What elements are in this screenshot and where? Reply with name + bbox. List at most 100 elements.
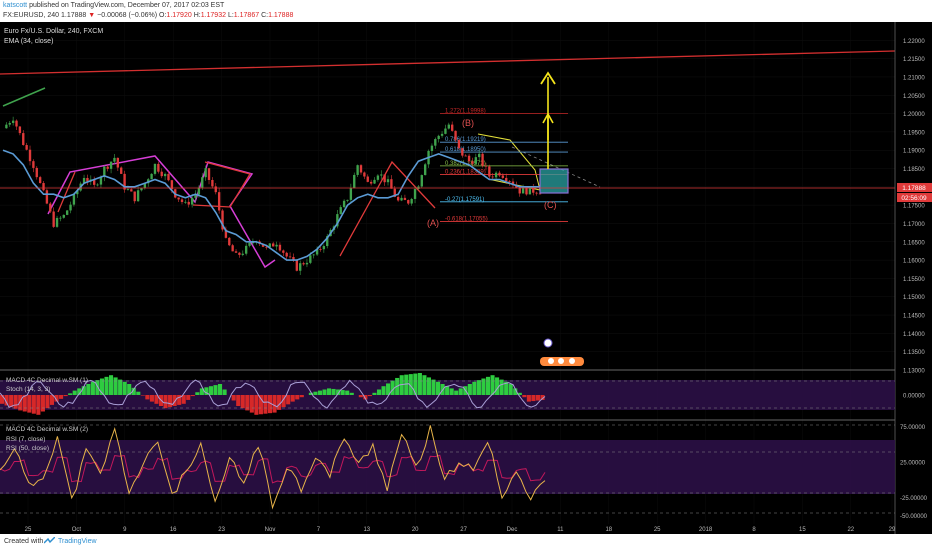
macd-bar <box>68 393 73 395</box>
candle-body <box>478 153 481 158</box>
time-tick-label: 7 <box>317 527 321 533</box>
time-tick-label: 22 <box>847 527 854 533</box>
macd-bar <box>340 390 345 395</box>
macd-bar <box>77 388 82 395</box>
countdown-badge-text: 02:56:09 <box>901 195 927 202</box>
macd-bar <box>0 395 5 404</box>
macd-bar <box>213 385 218 395</box>
candle-body <box>538 193 542 195</box>
time-tick-label: Dec <box>507 527 518 533</box>
red-zigzag-line[interactable] <box>339 160 436 257</box>
candle-body <box>214 186 217 193</box>
macd-bar <box>495 377 500 395</box>
macd-bar <box>72 390 77 395</box>
macd-bar <box>4 395 9 406</box>
green-trendline[interactable] <box>2 87 46 107</box>
last-price-badge <box>897 183 932 192</box>
chart-area[interactable]: 1.272(1.19998) 0.786(1.19219) 0.618(1.1895… <box>0 22 932 534</box>
candle-body <box>268 243 271 248</box>
candle-body <box>265 246 268 248</box>
footer: Created with TradingView <box>0 534 932 550</box>
candle-body <box>511 181 515 186</box>
countdown-badge <box>897 193 932 202</box>
candle-body <box>55 217 59 227</box>
close-label: C: <box>261 12 269 19</box>
target-zone-box[interactable] <box>539 168 569 194</box>
price-tick-label: 1.22000 <box>903 39 925 45</box>
red-left-line[interactable] <box>57 171 76 213</box>
macd-bar <box>426 377 432 395</box>
candle-body <box>221 210 224 230</box>
harmonic-pattern-lines[interactable] <box>47 155 276 269</box>
macd-bar <box>131 387 136 395</box>
macd-bar <box>531 395 536 402</box>
candle-body <box>471 161 474 164</box>
time-axis[interactable]: 25 Oct 9 16 23 Nov 7 13 20 27 Dec 11 18 25 2018 8 15 22 29 <box>25 527 896 533</box>
candle-body <box>410 198 413 204</box>
candle-body <box>376 175 380 180</box>
time-tick-label: 15 <box>799 527 806 533</box>
candle-body <box>190 197 194 205</box>
candle-body <box>356 165 359 175</box>
author-link[interactable]: katscott <box>3 2 28 9</box>
macd-bar <box>467 384 472 395</box>
candle-body <box>184 201 187 203</box>
candle-body <box>498 172 501 176</box>
rsi50-line <box>0 454 546 484</box>
candle-body <box>461 148 464 156</box>
macd-bar <box>22 395 27 412</box>
yellow-wedge[interactable] <box>477 133 541 191</box>
candle-body <box>228 237 231 246</box>
candle-body <box>248 242 251 246</box>
macd-bar <box>517 392 522 395</box>
time-tick-label: 8 <box>752 527 756 533</box>
macd-bar <box>336 389 341 395</box>
price-tick-label: 1.19500 <box>903 130 925 136</box>
chart-svg[interactable]: 1.272(1.19998) 0.786(1.19219) 0.618(1.1895… <box>0 22 932 534</box>
candle-body <box>353 174 356 189</box>
rsi7-line <box>0 425 546 510</box>
last-price: 1.17888 <box>60 12 87 19</box>
candle-body <box>82 177 86 184</box>
price-tick-label: 1.19000 <box>903 149 925 155</box>
candle-body <box>288 256 292 258</box>
macd-bar <box>149 395 154 402</box>
candle-body <box>15 120 18 127</box>
macd-bar <box>118 379 123 395</box>
candle-body <box>231 245 234 252</box>
fib-level-label: 1.272(1.19998) <box>445 109 486 115</box>
time-tick-label: 20 <box>412 527 419 533</box>
candle-body <box>42 183 45 191</box>
candle-body <box>261 243 265 247</box>
macd-bar <box>481 378 486 395</box>
candle-body <box>437 135 440 140</box>
tradingview-link[interactable]: TradingView <box>58 538 97 545</box>
candle-body <box>403 197 407 201</box>
rsi-tick-label: 75.00000 <box>900 425 926 431</box>
candle-body <box>28 149 32 162</box>
macd-bar <box>36 395 41 415</box>
candle-body <box>123 173 126 190</box>
candle-body <box>76 190 79 195</box>
candle-body <box>32 161 35 168</box>
candle-body <box>224 229 228 238</box>
macd-bar <box>90 381 95 395</box>
price-tick-label: 1.14000 <box>903 332 925 338</box>
candle-body <box>120 167 123 174</box>
candle-body <box>126 189 130 191</box>
macd-zero-label: 0.00000 <box>903 394 925 400</box>
candle-body <box>62 214 65 218</box>
macd-bar <box>277 395 282 410</box>
rsi50-legend: RSI (50, close) <box>6 445 49 452</box>
price-axis[interactable]: 1.22000 1.21500 1.21000 1.20500 1.20000 1.195… <box>900 39 928 520</box>
candle-body <box>390 179 393 189</box>
candle-body <box>430 145 434 151</box>
candle-body <box>72 194 76 205</box>
candle-body <box>251 242 255 244</box>
resistance-line[interactable] <box>0 50 896 75</box>
candle-body <box>65 210 69 215</box>
symbol-label: FX:EURUSD, 240 <box>3 12 60 19</box>
macd-histogram <box>0 373 545 415</box>
time-tick-label: 23 <box>218 527 225 533</box>
event-marker-icon[interactable] <box>543 338 553 348</box>
